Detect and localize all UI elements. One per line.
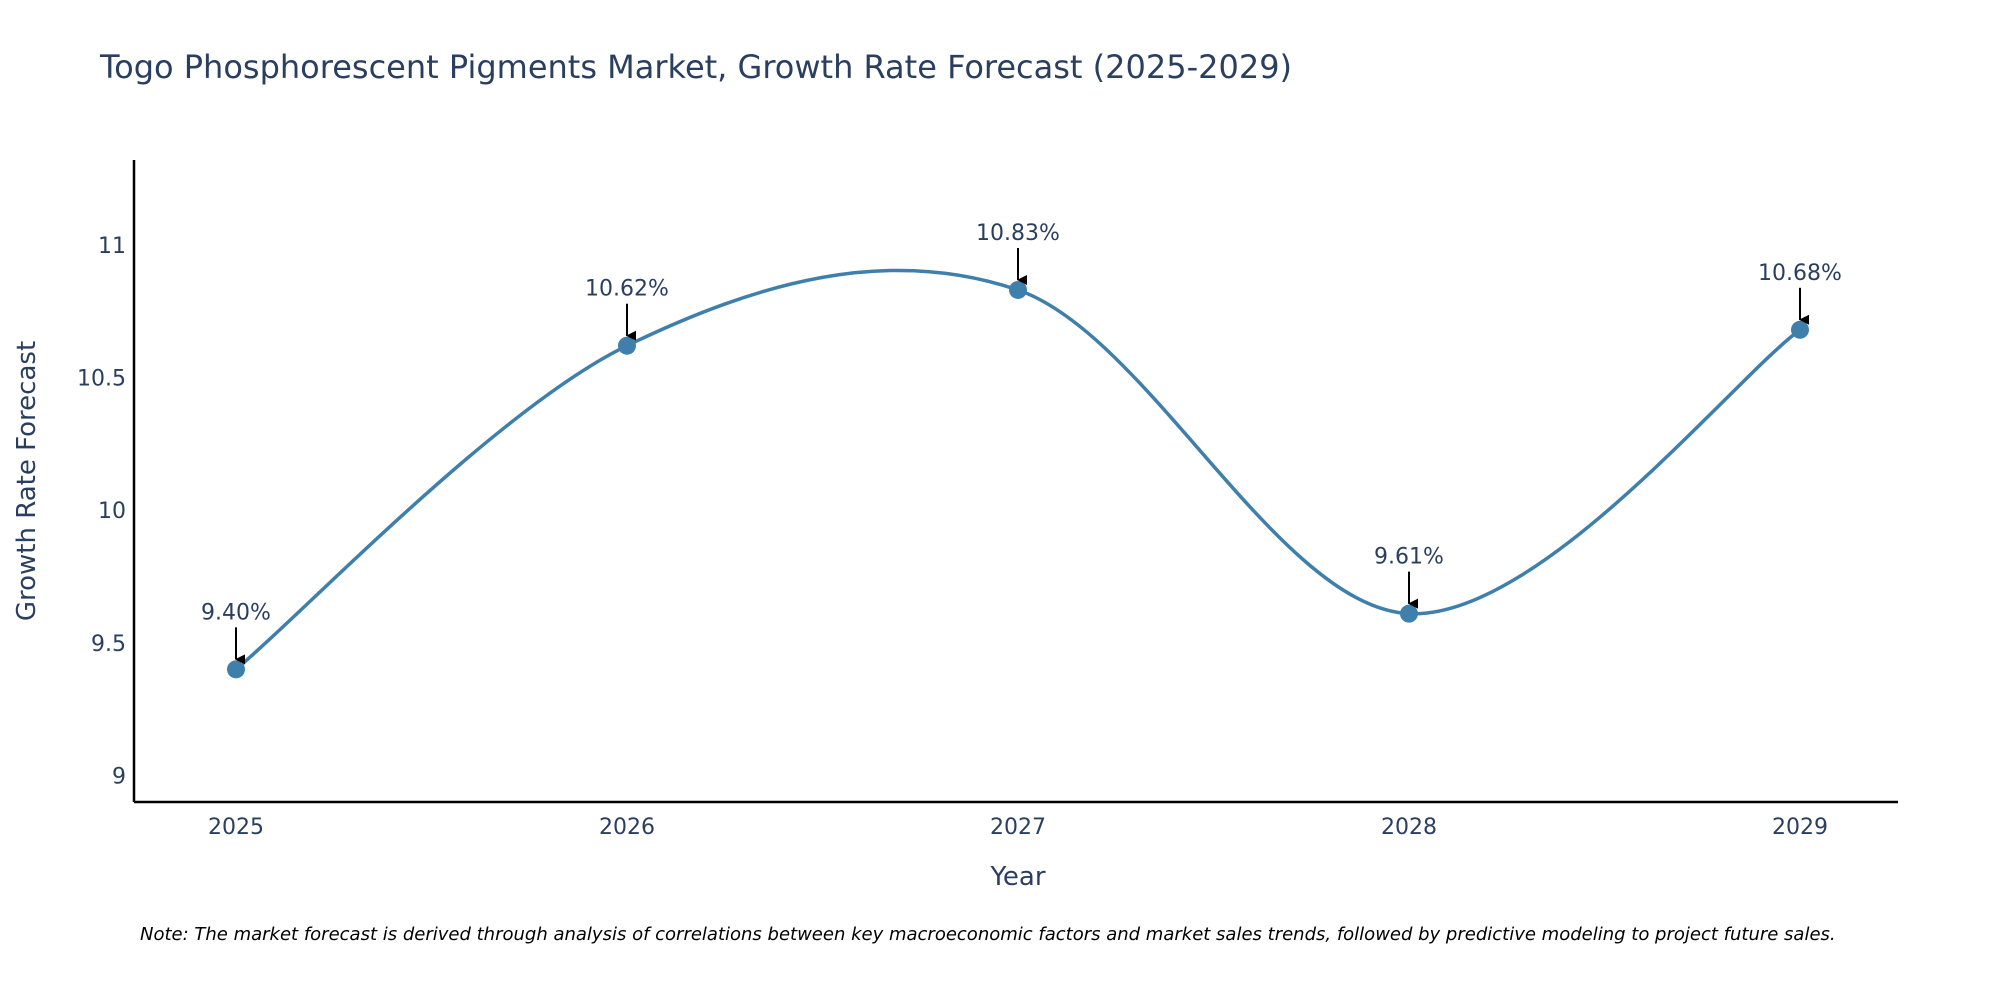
y-tick-label: 9.5 [91,632,126,657]
data-label: 9.40% [201,600,271,625]
y-tick-label: 9 [112,764,126,789]
y-tick-label: 10.5 [77,367,126,392]
x-axis-title: Year [989,862,1045,892]
x-tick-label: 2025 [208,815,264,840]
x-tick-label: 2028 [1381,815,1437,840]
y-axis-title: Growth Rate Forecast [12,341,42,621]
y-axis-ticks: 9 9.5 10 10.5 11 [77,234,126,790]
chart-title: Togo Phosphorescent Pigments Market, Gro… [99,48,1292,86]
data-label: 10.83% [976,221,1060,246]
x-tick-label: 2026 [599,815,655,840]
data-markers [227,280,1809,679]
y-tick-label: 11 [98,234,126,259]
data-point[interactable] [618,336,636,355]
data-label: 10.68% [1758,261,1842,286]
footnote: Note: The market forecast is derived thr… [140,924,1836,945]
x-tick-label: 2027 [990,815,1046,840]
data-point[interactable] [1009,280,1027,299]
x-tick-label: 2029 [1772,815,1828,840]
data-point[interactable] [1791,320,1809,339]
y-tick-label: 10 [98,499,126,524]
data-label: 10.62% [585,277,669,302]
data-point[interactable] [1400,604,1418,623]
x-axis-ticks: 2025 2026 2027 2028 2029 [208,815,1828,840]
data-annotations: 9.40% 10.62% 10.83% 9.61% 10.68% [201,221,1842,665]
data-point[interactable] [227,660,245,679]
series-line [234,268,1802,671]
data-label: 9.61% [1374,545,1444,570]
